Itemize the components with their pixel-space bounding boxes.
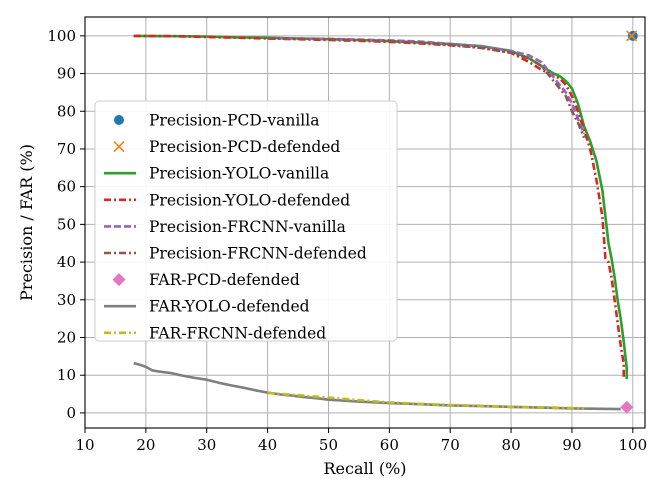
plot-area (133, 30, 638, 414)
legend-label: Precision-YOLO-defended (149, 191, 350, 209)
series-line-precision-frcnn-defended (267, 37, 586, 139)
legend-marker-precision-pcd-defended (113, 141, 125, 153)
plot-frame (84, 16, 646, 429)
data-point-far-pcd-defended (620, 400, 634, 414)
legend-label: Precision-YOLO-vanilla (149, 165, 329, 183)
legend-label: FAR-YOLO-defended (149, 298, 310, 316)
y-tick-label: 30 (57, 291, 76, 309)
y-tick-label: 60 (57, 178, 76, 196)
legend-marker-precision-pcd-defended-stroke (113, 141, 125, 153)
x-tick-label: 20 (136, 436, 155, 454)
legend-label: Precision-PCD-vanilla (149, 112, 319, 130)
legend-marker-precision-pcd-vanilla (114, 115, 124, 125)
legend-box (94, 100, 398, 342)
data-point-precision-pcd-vanilla (627, 30, 638, 41)
x-tick-label: 10 (75, 436, 94, 454)
x-tick-label: 90 (562, 436, 581, 454)
x-tick-label: 50 (319, 436, 338, 454)
y-tick-label: 40 (57, 253, 76, 271)
legend-label: FAR-FRCNN-defended (149, 324, 326, 342)
y-axis-label: Precision / FAR (%) (17, 144, 36, 301)
y-tick-label: 20 (57, 329, 76, 347)
series-line-far-frcnn-defended (267, 391, 585, 410)
x-tick-label: 80 (502, 436, 521, 454)
legend: Precision-PCD-vanilla Precision-PCD-defen… (94, 100, 398, 342)
y-tick-label: 10 (57, 366, 76, 384)
legend-label: Precision-FRCNN-vanilla (149, 218, 346, 236)
y-tick-label: 70 (57, 140, 76, 158)
axes-ticks: 10 20 30 40 50 60 70 80 90 100 0 10 20 30 40 50 60 70 80 90… (47, 27, 647, 454)
legend-label: FAR-PCD-defended (149, 271, 300, 289)
series-line-far-yolo-defended (133, 361, 621, 411)
x-tick-label: 30 (197, 436, 216, 454)
x-tick-label: 100 (619, 436, 648, 454)
y-tick-label: 100 (47, 27, 76, 45)
data-point-precision-pcd-defended-stroke (626, 30, 638, 42)
y-tick-label: 90 (57, 65, 76, 83)
x-axis-label: Recall (%) (323, 459, 406, 478)
legend-label: Precision-PCD-defended (149, 138, 340, 156)
legend-marker-far-pcd-defended (112, 273, 126, 287)
y-tick-label: 80 (57, 102, 76, 120)
data-point-precision-pcd-defended (626, 30, 638, 42)
x-tick-label: 40 (258, 436, 277, 454)
y-tick-label: 0 (66, 404, 76, 422)
y-tick-label: 50 (57, 215, 76, 233)
x-tick-label: 60 (380, 436, 399, 454)
x-tick-label: 70 (441, 436, 460, 454)
legend-label: Precision-FRCNN-defended (149, 245, 367, 263)
